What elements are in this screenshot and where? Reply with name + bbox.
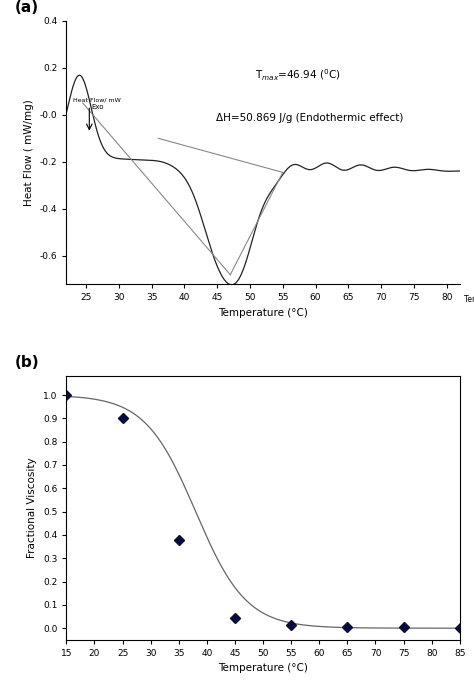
Text: Heat Flow/ mW: Heat Flow/ mW [73, 98, 121, 103]
X-axis label: Temperature (°C): Temperature (°C) [218, 663, 308, 674]
X-axis label: Temperature (°C): Temperature (°C) [218, 308, 308, 318]
Text: ΔH=50.869 J/g (Endothermic effect): ΔH=50.869 J/g (Endothermic effect) [216, 113, 403, 123]
Text: Exo: Exo [91, 104, 104, 110]
Y-axis label: Heat Flow ( mW/mg): Heat Flow ( mW/mg) [24, 99, 34, 206]
Text: (b): (b) [15, 355, 40, 370]
Y-axis label: Fractional Viscosity: Fractional Viscosity [27, 458, 37, 559]
Text: Temperature/ °C: Temperature/ °C [464, 294, 474, 303]
Text: (a): (a) [15, 0, 39, 14]
Text: T$_{max}$=46.94 ($^{0}$C): T$_{max}$=46.94 ($^{0}$C) [255, 68, 341, 83]
